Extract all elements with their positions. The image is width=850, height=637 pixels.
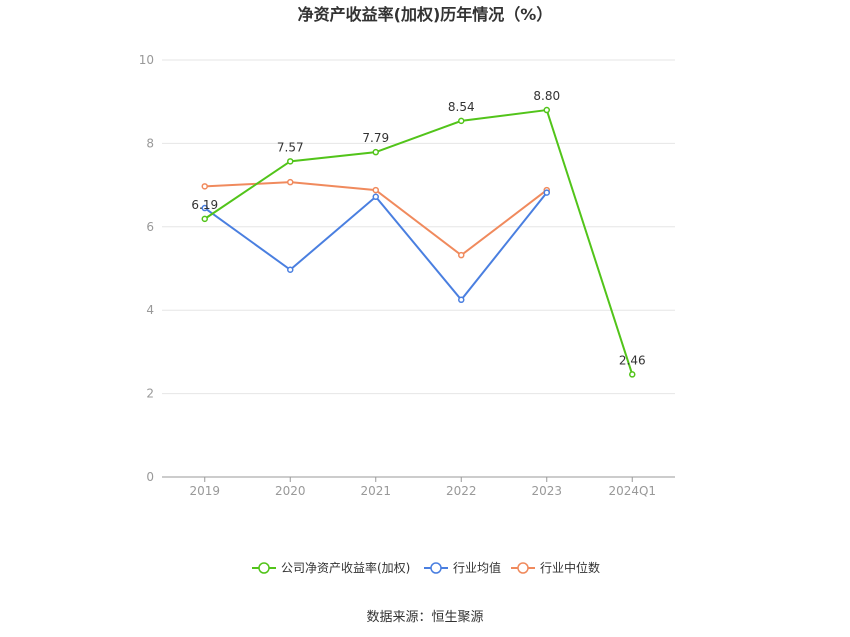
y-tick-label: 4	[146, 303, 154, 317]
legend-marker	[258, 562, 270, 574]
y-tick-label: 2	[146, 387, 154, 401]
x-tick-label: 2022	[446, 484, 477, 498]
data-label: 8.54	[448, 100, 475, 114]
data-labels: 6.19 7.57 7.79 8.54 8.80 2.46	[191, 89, 645, 367]
data-point	[372, 148, 379, 156]
legend-label: 行业均值	[453, 560, 501, 575]
data-label: 6.19	[191, 198, 218, 212]
y-tick-label: 0	[146, 470, 154, 484]
data-label: 7.57	[277, 140, 304, 154]
series-line	[204, 108, 634, 375]
legend: 公司净资产收益率(加权) 行业均值 行业中位数	[252, 560, 600, 575]
data-point	[201, 204, 208, 212]
legend-label: 行业中位数	[540, 560, 600, 575]
x-tick-label: 2020	[275, 484, 306, 498]
y-tick-label: 10	[139, 53, 154, 67]
x-tick-label: 2019	[189, 484, 220, 498]
data-point	[287, 158, 294, 165]
x-tick-label: 2024Q1	[608, 484, 656, 498]
data-point	[287, 178, 294, 186]
y-tick-label: 6	[146, 220, 154, 234]
data-point	[201, 215, 208, 223]
legend-marker	[517, 562, 529, 574]
y-tick-label: 8	[146, 136, 154, 150]
data-point	[543, 106, 550, 114]
x-axis: 2019 2020 2021 2022 2023 2024Q1	[162, 476, 675, 498]
data-point	[458, 251, 465, 259]
data-label: 7.79	[362, 131, 389, 145]
chart-title: 净资产收益率(加权)历年情况（%）	[298, 5, 553, 24]
data-label: 2.46	[619, 353, 646, 367]
data-point	[458, 296, 465, 304]
legend-label: 公司净资产收益率(加权)	[281, 560, 410, 575]
data-point	[629, 371, 636, 378]
series-line	[204, 191, 548, 302]
x-tick-label: 2023	[531, 484, 562, 498]
x-tick-label: 2021	[360, 484, 391, 498]
data-label: 8.80	[533, 89, 560, 103]
data-point	[372, 193, 379, 201]
data-point	[372, 186, 379, 194]
series-group	[201, 106, 636, 378]
data-point	[201, 183, 208, 190]
source-note: 数据来源：恒生聚源	[366, 610, 483, 625]
data-point	[458, 117, 465, 125]
data-point	[543, 189, 550, 196]
data-point	[287, 266, 294, 274]
legend-marker	[430, 562, 442, 574]
grid-lines	[162, 59, 675, 395]
y-axis: 0 2 4 6 8 10	[139, 53, 154, 484]
